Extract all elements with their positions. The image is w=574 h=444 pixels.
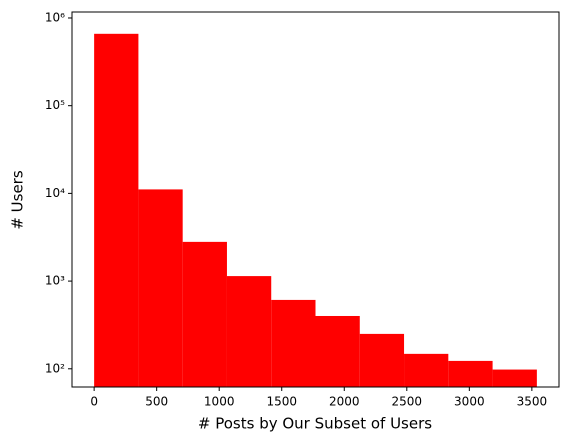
bar [226,276,272,387]
x-tick-label: 2500 [392,395,423,409]
x-tick-label: 1500 [266,395,297,409]
bar [404,353,449,387]
y-tick-label: 10³ [45,274,65,288]
bar [492,369,537,387]
axes-frame [71,11,560,388]
bar [138,189,183,387]
x-tick-label: 3500 [517,395,548,409]
y-tick-label: 10⁶ [45,10,65,24]
x-tick-label: 2000 [329,395,360,409]
x-axis-label: # Posts by Our Subset of Users [198,415,432,433]
x-tick-label: 0 [90,395,98,409]
y-tick-label: 10² [45,361,65,375]
x-tick-label: 1000 [204,395,235,409]
x-tick-label: 3000 [454,395,485,409]
y-tick-label: 10⁵ [45,98,65,112]
y-axis-label: # Users [9,170,27,230]
bar [448,360,493,387]
bar [315,315,360,387]
bar [359,333,405,387]
bar [271,299,316,387]
y-tick-label: 10⁴ [45,186,65,200]
x-tick-label: 500 [145,395,168,409]
bar [182,241,227,387]
bar [94,33,139,388]
